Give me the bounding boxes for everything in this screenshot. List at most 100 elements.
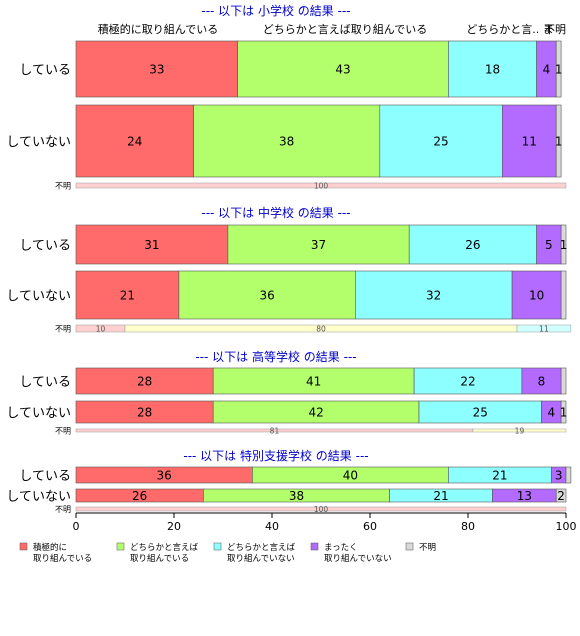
bar-segment	[516, 324, 572, 333]
data-label: 81	[270, 427, 280, 436]
data-label: 10	[529, 289, 544, 303]
bar-segment	[379, 104, 503, 178]
row-label: している	[19, 63, 71, 78]
row-label: していない	[6, 289, 71, 304]
data-label: 10	[96, 325, 106, 334]
legend-swatch	[213, 542, 222, 551]
data-label: 5	[545, 238, 553, 252]
data-label: 26	[132, 489, 147, 503]
data-label: 11	[539, 325, 549, 334]
column-header: どちらかと言.. ま	[466, 23, 554, 36]
bar-segment	[536, 224, 562, 265]
column-header: どちらかと言えば取り組んでいる	[263, 23, 427, 36]
legend-label: 取り組んでいない	[324, 553, 392, 564]
legend-label: まったく	[324, 543, 358, 553]
column-header: 積極的に取り組んでいる	[98, 22, 218, 36]
bar-segment	[560, 367, 567, 395]
legend-swatch	[405, 542, 414, 551]
bar-segment	[75, 104, 194, 178]
row-label: 不明	[55, 325, 71, 334]
legend-swatch	[19, 542, 28, 551]
data-label: 1	[560, 238, 568, 252]
bar-segment	[555, 40, 562, 98]
data-label: 26	[465, 238, 480, 252]
data-label: 8	[538, 375, 546, 389]
group-title: --- 以下は 高等学校 の結果 ---	[195, 349, 356, 364]
bar-segment	[75, 40, 238, 98]
row-label: している	[19, 469, 71, 484]
data-label: 18	[485, 63, 500, 77]
column-header: 不明	[544, 23, 566, 36]
bar-segment	[555, 104, 562, 178]
bar-segment	[75, 506, 567, 512]
bar-segment	[193, 104, 381, 178]
data-label: 2	[557, 489, 565, 503]
bar-segment	[560, 224, 567, 265]
data-label: 38	[289, 489, 304, 503]
row-label: 不明	[55, 505, 71, 514]
data-label: 1	[560, 406, 568, 420]
data-label: 80	[316, 325, 326, 334]
legend-swatch	[116, 542, 125, 551]
data-label: 1	[555, 135, 563, 149]
x-tick-label: 40	[265, 520, 279, 533]
group-title: --- 以下は 小学校 の結果 ---	[201, 3, 350, 18]
data-label: 11	[522, 135, 537, 149]
row-label: している	[19, 239, 71, 254]
data-label: 19	[515, 427, 525, 436]
data-label: 37	[311, 238, 326, 252]
legend-label: どちらかと言えば	[130, 542, 199, 553]
data-label: 21	[433, 489, 448, 503]
row-label: していない	[6, 490, 71, 505]
row-label: 不明	[55, 182, 71, 191]
data-label: 25	[433, 135, 448, 149]
bar-segment	[560, 270, 567, 320]
bar-segment	[75, 224, 229, 265]
bar-segment	[501, 104, 557, 178]
bar-segment	[521, 367, 562, 395]
data-label: 22	[460, 375, 475, 389]
data-label: 31	[144, 238, 159, 252]
data-label: 21	[492, 469, 507, 483]
data-label: 36	[259, 289, 274, 303]
legend-label: 不明	[419, 543, 436, 553]
data-label: 33	[149, 63, 164, 77]
bar-segment	[75, 182, 567, 189]
legend-label: 取り組んでいない	[227, 553, 295, 564]
data-label: 21	[120, 289, 135, 303]
bar-segment	[511, 270, 562, 320]
legend-label: 取り組んでいる	[33, 553, 92, 564]
bar-segment	[178, 270, 356, 320]
bar-segment	[448, 40, 537, 98]
data-label: 4	[547, 406, 555, 420]
bar-segment	[560, 400, 567, 424]
legend-label: どちらかと言えば	[227, 542, 296, 553]
data-label: 100	[314, 505, 329, 514]
data-label: 43	[335, 63, 350, 77]
group-title: --- 以下は 特別支援学校 の結果 ---	[183, 448, 368, 463]
data-label: 38	[279, 135, 294, 149]
bar-segment	[75, 367, 214, 395]
data-label: 3	[555, 469, 563, 483]
x-tick-label: 100	[556, 520, 577, 533]
x-tick-label: 80	[461, 520, 475, 533]
legend-label: 積極的に	[33, 542, 67, 553]
row-label: していない	[6, 406, 71, 421]
row-label: 不明	[55, 427, 71, 436]
data-label: 24	[127, 135, 142, 149]
data-label: 1	[555, 63, 563, 77]
bar-segment	[472, 428, 567, 433]
bar-segment	[354, 270, 513, 320]
data-label: 28	[137, 406, 152, 420]
data-label: 13	[517, 489, 532, 503]
data-label: 32	[426, 289, 441, 303]
x-tick-label: 0	[73, 520, 80, 533]
data-label: 28	[137, 375, 152, 389]
bar-segment	[565, 466, 572, 484]
data-label: 36	[157, 469, 172, 483]
row-label: している	[19, 375, 71, 390]
data-label: 41	[306, 375, 321, 389]
row-label: していない	[6, 135, 71, 150]
data-label: 100	[314, 182, 329, 191]
bar-segment	[237, 40, 449, 98]
